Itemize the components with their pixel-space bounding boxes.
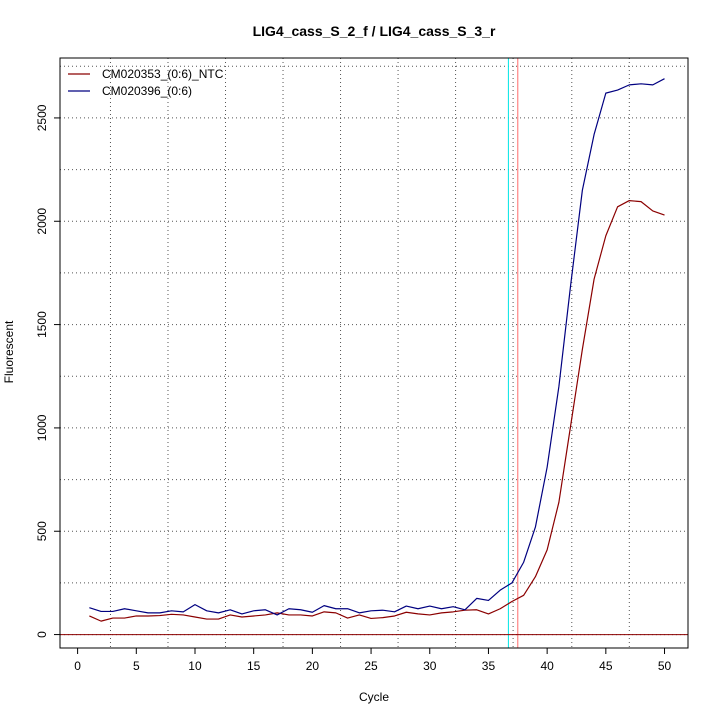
y-tick-label: 2000	[35, 208, 49, 235]
plot-frame	[59, 57, 689, 649]
x-tick-label: 40	[540, 659, 554, 673]
chart-title: LIG4_cass_S_2_f / LIG4_cass_S_3_r	[253, 23, 496, 39]
legend: CM020353_(0:6)_NTC CM020396_(0:6)	[68, 67, 224, 98]
series-line-1	[89, 199, 665, 622]
series-line-2	[89, 78, 665, 616]
threshold-layer	[60, 58, 688, 648]
y-tick-label: 500	[35, 521, 49, 541]
x-tick-label: 35	[482, 659, 496, 673]
x-tick-label: 45	[599, 659, 613, 673]
x-axis-label: Cycle	[359, 690, 389, 704]
legend-label-2: CM020396_(0:6)	[102, 84, 192, 98]
y-tick-label: 1500	[35, 311, 49, 338]
y-tick-label: 0	[35, 631, 49, 638]
y-tick-label: 1000	[35, 414, 49, 441]
x-tick-label: 5	[133, 659, 140, 673]
legend-label-1: CM020353_(0:6)_NTC	[102, 67, 224, 81]
y-axis-label: Fluorescent	[2, 320, 16, 383]
x-tick-label: 25	[364, 659, 378, 673]
x-tick-label: 15	[247, 659, 261, 673]
series-layer	[89, 78, 665, 622]
x-tick-label: 10	[188, 659, 202, 673]
x-tick-label: 0	[74, 659, 81, 673]
x-tick-label: 20	[306, 659, 320, 673]
x-tick-label: 50	[658, 659, 672, 673]
x-tick-label: 30	[423, 659, 437, 673]
y-tick-label: 2500	[35, 104, 49, 131]
